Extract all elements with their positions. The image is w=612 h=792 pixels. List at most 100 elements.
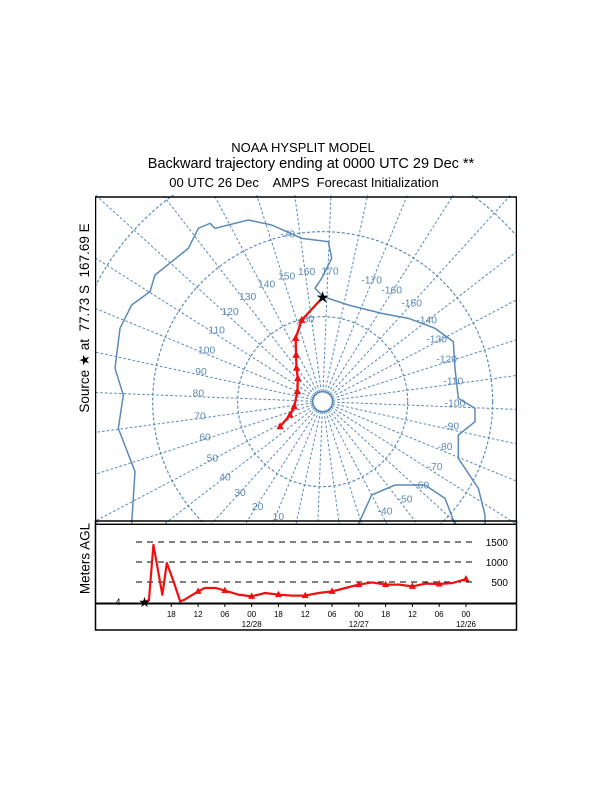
meridian-line xyxy=(95,257,315,397)
meridian-line xyxy=(95,404,314,475)
height-marker xyxy=(301,591,309,599)
longitude-label: -100 xyxy=(445,399,466,410)
time-tick-label: 00 xyxy=(247,610,256,619)
meridian-line xyxy=(329,195,512,395)
meridian-line xyxy=(295,411,322,525)
meridian-line xyxy=(323,411,340,525)
time-tick-label: 12 xyxy=(194,610,203,619)
height-marker xyxy=(435,580,443,587)
longitude-label: 150 xyxy=(278,271,295,282)
longitude-label: -110 xyxy=(443,376,463,387)
longitude-label: 40 xyxy=(219,473,231,484)
meridian-line xyxy=(328,409,419,525)
longitude-label: 140 xyxy=(258,280,275,291)
longitude-label: -50 xyxy=(398,495,413,506)
trajectory-marker xyxy=(293,387,302,395)
meridian-line xyxy=(95,405,315,522)
initialization-subtitle: 00 UTC 26 Dec AMPS Forecast Initializati… xyxy=(169,175,439,190)
longitude-label: 50 xyxy=(207,454,219,465)
meridian-line xyxy=(322,195,332,392)
time-tick-label: 06 xyxy=(435,610,444,619)
meridian-line xyxy=(331,299,517,398)
time-tick-label: 18 xyxy=(381,610,390,619)
longitude-label: 90 xyxy=(195,367,207,378)
date-label: 12/27 xyxy=(349,620,370,629)
longitude-label: -40 xyxy=(378,506,393,517)
meridian-line xyxy=(325,195,408,393)
trajectory-marker xyxy=(294,374,302,382)
time-tick-label: 18 xyxy=(167,610,176,619)
trajectory-title: Backward trajectory ending at 0000 UTC 2… xyxy=(147,156,475,172)
time-tick-label: 06 xyxy=(328,610,337,619)
meridian-line xyxy=(331,404,517,482)
height-marker xyxy=(408,582,416,589)
longitude-label: 100 xyxy=(198,345,215,356)
meridian-line xyxy=(326,410,388,525)
time-tick-label: 18 xyxy=(274,610,283,619)
longitude-label: 80 xyxy=(193,389,205,400)
meridian-line xyxy=(332,374,517,401)
meridian-line xyxy=(325,411,363,525)
time-tick-label: 12 xyxy=(408,610,417,619)
meridian-line xyxy=(271,410,320,525)
height-panel-frame xyxy=(94,520,518,631)
latitude-circle xyxy=(152,231,494,525)
longitude-label: 170 xyxy=(321,266,338,277)
longitude-label: 60 xyxy=(199,433,211,444)
height-marker xyxy=(355,580,363,588)
meridian-line xyxy=(330,406,517,525)
longitude-label: -160 xyxy=(381,285,402,296)
height-marker xyxy=(274,590,282,598)
latitude-label: -70 xyxy=(280,230,295,241)
longitude-label: 160 xyxy=(298,267,315,278)
map-frame xyxy=(95,196,517,525)
meridian-line xyxy=(256,195,321,393)
trajectory-marker xyxy=(292,350,300,358)
trajectory-marker xyxy=(290,402,298,410)
height-marker xyxy=(382,580,390,588)
longitude-label: 110 xyxy=(208,325,225,336)
height-marker xyxy=(462,575,470,582)
longitude-label: -150 xyxy=(401,299,422,310)
latitude-circle xyxy=(311,390,334,413)
meridian-line xyxy=(294,195,322,392)
longitude-label: 30 xyxy=(234,488,246,499)
source-star-icon: ★ xyxy=(316,290,330,307)
model-title: NOAA HYSPLIT MODEL xyxy=(231,140,375,155)
meridian-line xyxy=(329,408,459,525)
map-layer xyxy=(95,195,517,525)
meridian-line xyxy=(95,402,313,433)
height-marker xyxy=(248,592,256,599)
height-marker xyxy=(221,586,229,594)
height-line xyxy=(144,543,467,603)
coastline-segment xyxy=(357,484,456,525)
meridian-line xyxy=(95,307,314,399)
longitude-label: 130 xyxy=(239,292,256,303)
trajectory-marker xyxy=(298,315,306,323)
time-tick-label: 00 xyxy=(354,610,363,619)
longitude-label: 120 xyxy=(221,307,238,318)
longitude-label: -170 xyxy=(361,275,382,286)
meridian-line xyxy=(324,195,369,393)
height-marker xyxy=(194,587,202,594)
longitude-label: -80 xyxy=(438,442,453,453)
antarctica-coastline xyxy=(114,219,486,525)
longitude-label: -140 xyxy=(416,315,437,326)
longitude-label: -120 xyxy=(436,355,457,366)
longitude-label: -70 xyxy=(428,462,443,473)
trajectory-line xyxy=(279,296,324,428)
latitude-label: -80 xyxy=(299,314,314,325)
longitude-label: 10 xyxy=(273,512,285,523)
height-source-star-icon: ★ xyxy=(138,594,151,610)
meridian-line xyxy=(332,403,517,445)
height-tick-label: 500 xyxy=(491,578,508,589)
height-marker xyxy=(328,587,336,594)
height-tick-label: 1500 xyxy=(486,538,509,549)
meridian-line xyxy=(95,195,316,396)
trajectory-marker xyxy=(292,363,301,371)
trajectory-marker xyxy=(276,422,284,430)
trajectory-marker xyxy=(286,410,294,418)
longitude-label: -90 xyxy=(444,421,459,432)
